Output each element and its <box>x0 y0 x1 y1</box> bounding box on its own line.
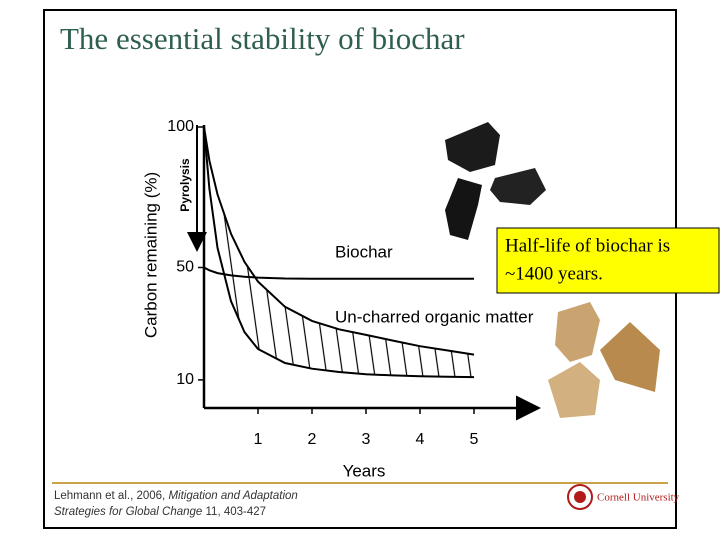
citation-part: 11, 403-427 <box>206 506 267 518</box>
x-tick-label: 2 <box>308 431 317 448</box>
series-line <box>203 126 475 356</box>
lower-bound-line <box>203 126 475 379</box>
callout: Half-life of biochar is ~1400 years. <box>496 227 720 294</box>
x-axis-label: Years <box>343 461 386 480</box>
x-tick-label: 3 <box>362 431 371 448</box>
title: The essential stability of biochar <box>60 21 465 56</box>
hatch-band <box>204 127 474 378</box>
institution: Cornell University <box>597 492 680 504</box>
citation: Lehmann et al., 2006, Mitigation and Ada… <box>54 490 298 502</box>
x-tick-label: 4 <box>416 431 425 448</box>
callout-line: ~1400 years. <box>505 263 603 284</box>
y-tick-label: 10 <box>176 371 194 388</box>
wood-photo <box>548 302 660 418</box>
y-tick-label: 100 <box>167 118 194 135</box>
y-axis-label: Carbon remaining (%) <box>141 172 160 338</box>
x-tick-label: 1 <box>254 431 263 448</box>
callout-line: Half-life of biochar is <box>505 235 670 256</box>
x-tick-label: 5 <box>470 431 479 448</box>
logo-seal <box>574 491 586 503</box>
series-label: Un-charred organic matter <box>335 307 534 326</box>
citation-part: Lehmann et al., 2006, <box>54 490 165 502</box>
plot: 10 50 100 1 2 3 4 5 Years Carbon remaining (%) Pyr… <box>141 118 541 480</box>
annotation: Pyrolysis <box>178 158 192 212</box>
series-label: Biochar <box>335 242 393 261</box>
y-tick-label: 50 <box>176 259 194 276</box>
citation-part: Mitigation and Adaptation <box>168 490 297 502</box>
series-line <box>203 266 474 280</box>
citation: Strategies for Global Change 11, 403-427 <box>54 506 266 518</box>
biochar-photo <box>445 122 546 240</box>
citation-part: Strategies for Global Change <box>54 506 202 518</box>
logo-seal <box>567 484 593 510</box>
